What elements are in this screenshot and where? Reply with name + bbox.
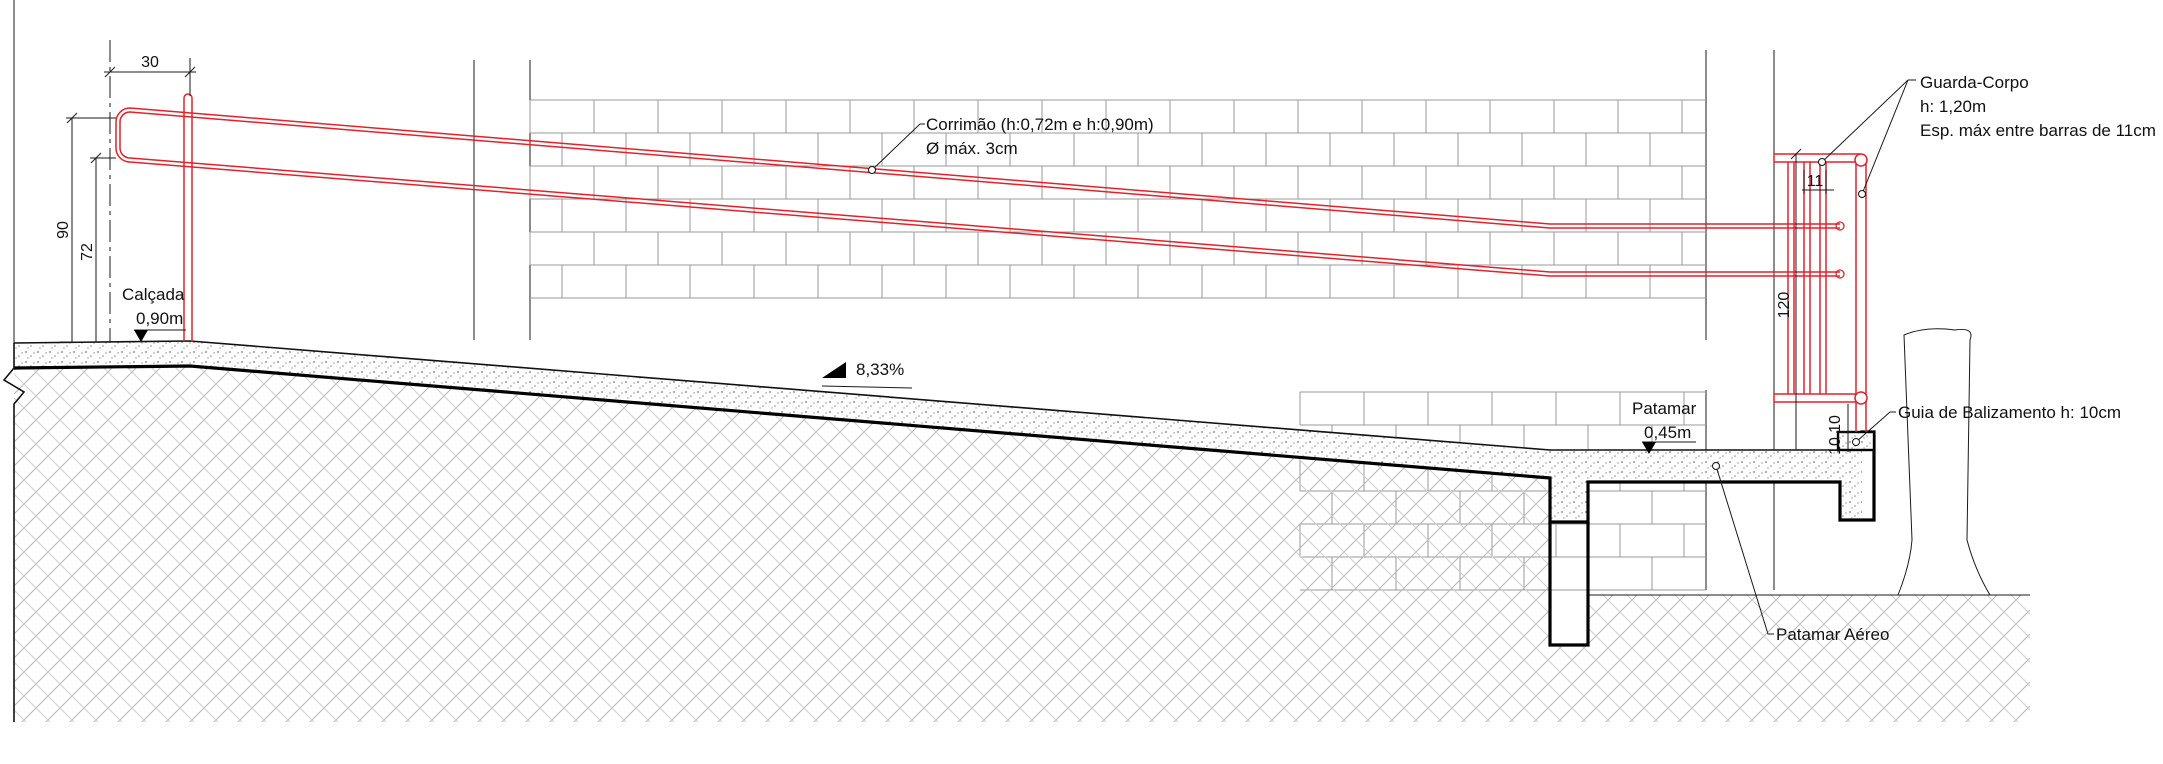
break-line xyxy=(2,343,26,722)
tree-trunk xyxy=(1897,328,1991,596)
sidewalk-label: Calçada xyxy=(122,285,185,304)
ramp-slab xyxy=(14,341,1862,522)
guard-spacing-text: Esp. máx entre barras de 11cm xyxy=(1920,121,2156,140)
landing-level-marker: Patamar 0,45m xyxy=(1632,399,1697,454)
sidewalk-level-marker: Calçada 0,90m xyxy=(122,285,186,342)
aerial-landing-callout: Patamar Aéreo xyxy=(1712,462,1889,644)
dim-10b-text: 10 xyxy=(1827,437,1844,455)
dim-10a-text: 10 xyxy=(1827,415,1844,433)
dim-72-text: 72 xyxy=(79,243,96,261)
sidewalk-level-text: 0,90m xyxy=(136,309,183,328)
handrail-callout: Corrimão (h:0,72m e h:0,90m) Ø máx. 3cm xyxy=(868,115,1154,174)
dim-90-text: 90 xyxy=(55,221,72,239)
dim-120-text: 120 xyxy=(1776,292,1793,319)
dimension-curb: 10 10 xyxy=(1827,404,1852,455)
handrail xyxy=(115,93,1845,342)
aerial-landing-text: Patamar Aéreo xyxy=(1776,625,1889,644)
curb-guide-text: Guia de Balizamento h: 10cm xyxy=(1898,403,2121,422)
handrail-diameter-text: Ø máx. 3cm xyxy=(926,139,1018,158)
guard-height-text: h: 1,20m xyxy=(1920,97,1986,116)
landing-label: Patamar xyxy=(1632,399,1697,418)
earth-hatch xyxy=(14,366,2030,722)
landing-level-text: 0,45m xyxy=(1644,423,1691,442)
dimension-30: 30 xyxy=(104,40,196,342)
curb-guide-callout: Guia de Balizamento h: 10cm xyxy=(1852,403,2121,446)
guard-title-text: Guarda-Corpo xyxy=(1920,73,2029,92)
dimension-90-72: 90 72 xyxy=(55,112,116,343)
handrail-title-text: Corrimão (h:0,72m e h:0,90m) xyxy=(926,115,1154,134)
landing-column xyxy=(1548,522,1590,647)
dimension-11: 11 xyxy=(1802,170,1834,194)
slope-marker: 8,33% xyxy=(821,360,913,389)
slope-text: 8,33% xyxy=(856,360,904,379)
dim-30-text: 30 xyxy=(141,54,159,71)
guard-callout: Guarda-Corpo h: 1,20m Esp. máx entre bar… xyxy=(1818,73,2156,198)
dim-11-text: 11 xyxy=(1807,173,1824,190)
guard-rail xyxy=(1773,153,1868,432)
dimension-120: 120 xyxy=(1776,148,1802,450)
